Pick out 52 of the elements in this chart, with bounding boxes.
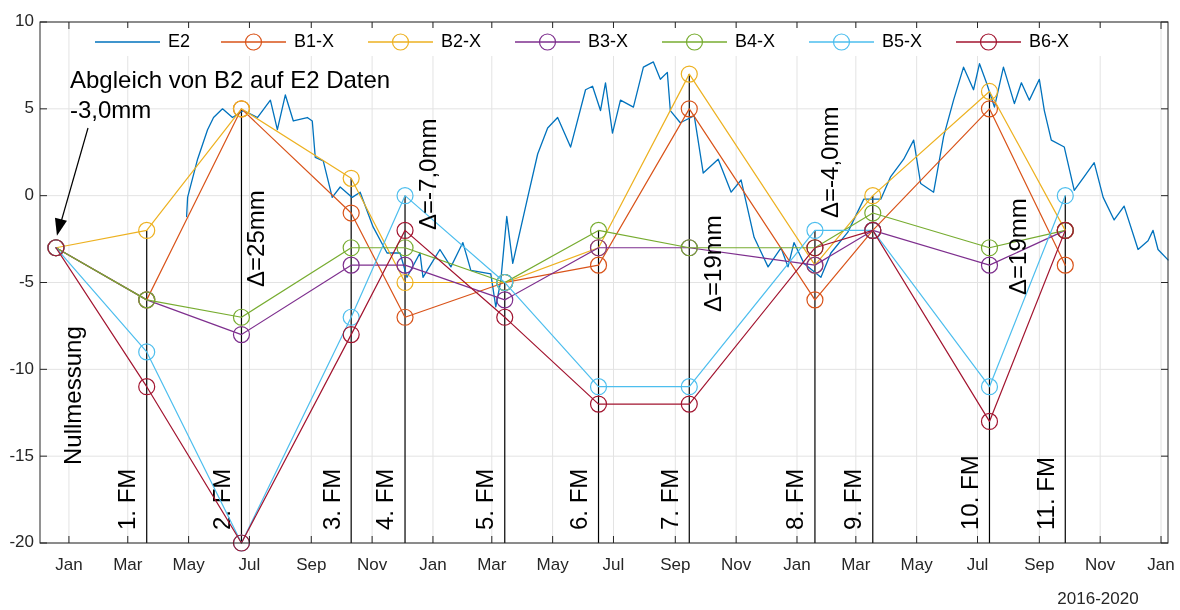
x-tick-label: Jul	[602, 555, 625, 574]
x-tick-label: Sep	[1024, 555, 1055, 574]
annotation: Nullmessung	[59, 326, 87, 465]
x-tick-label: Mar	[477, 555, 507, 574]
x-tick-label: May	[172, 555, 206, 574]
y-tick-label: 5	[24, 98, 34, 118]
x-tick-label: Nov	[1085, 555, 1116, 574]
ref-line-label: 11. FM	[1031, 457, 1059, 530]
ref-line-label: 7. FM	[655, 468, 683, 530]
x-tick-label: Jul	[238, 555, 261, 574]
annotation: Δ=25mm	[242, 190, 270, 287]
y-tick-label: -15	[9, 445, 34, 465]
y-tick-label: -20	[9, 532, 34, 552]
x-tick-label: Mar	[113, 555, 143, 574]
legend-label: B5-X	[882, 30, 923, 51]
x-tick-label: May	[536, 555, 570, 574]
ref-line-label: 2. FM	[207, 468, 235, 530]
legend-label: B2-X	[441, 30, 482, 51]
ref-line-label: 5. FM	[471, 468, 499, 530]
legend-label: B1-X	[294, 30, 335, 51]
x-tick-label: Nov	[357, 555, 388, 574]
x-tick-label: May	[900, 555, 934, 574]
legend-label: B3-X	[588, 30, 629, 51]
ref-line-label: 1. FM	[113, 468, 141, 530]
x-axis-title: 2016-2020	[1057, 589, 1139, 608]
x-tick-label: Sep	[296, 555, 327, 574]
y-tick-label: 10	[15, 11, 34, 31]
x-tick-label: Jan	[55, 555, 83, 574]
ref-line-label: 10. FM	[955, 455, 983, 530]
ref-line-label: 9. FM	[839, 468, 867, 530]
ref-line-label: 6. FM	[564, 468, 592, 530]
x-tick-label: Jan	[1147, 555, 1175, 574]
x-tick-label: Jul	[966, 555, 989, 574]
x-tick-label: Mar	[841, 555, 871, 574]
x-tick-label: Jan	[419, 555, 447, 574]
annotation: Δ=-4,0mm	[816, 106, 844, 218]
ref-line-label: 4. FM	[371, 468, 399, 530]
legend-label: E2	[168, 30, 191, 51]
y-tick-label: -10	[9, 358, 34, 378]
ref-line-label: 8. FM	[781, 468, 809, 530]
annotation: Δ=-7,0mm	[414, 118, 442, 230]
y-tick-label: -5	[18, 271, 34, 291]
annotation: Δ=19mm	[1004, 198, 1032, 295]
legend-label: B6-X	[1029, 30, 1070, 51]
y-tick-label: 0	[24, 185, 34, 205]
x-tick-label: Jan	[783, 555, 811, 574]
annotation: Δ=19mm	[699, 215, 727, 312]
x-tick-label: Sep	[660, 555, 691, 574]
annotation: Abgleich von B2 auf E2 Daten -3,0mm	[70, 66, 391, 123]
legend-label: B4-X	[735, 30, 776, 51]
ref-line-label: 3. FM	[317, 468, 345, 530]
x-tick-label: Nov	[721, 555, 752, 574]
